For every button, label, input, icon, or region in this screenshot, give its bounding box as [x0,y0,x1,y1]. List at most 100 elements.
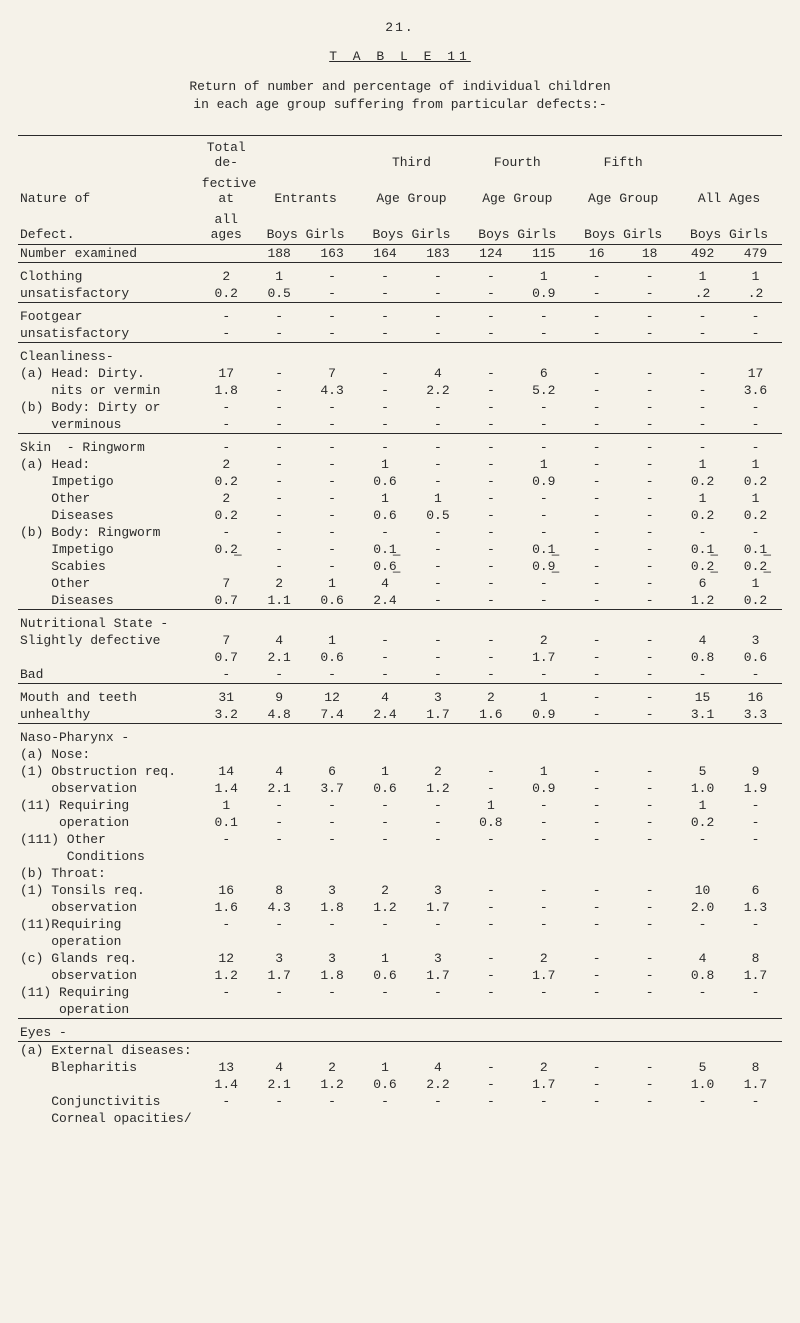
row-label: (c) Glands req. [18,950,200,967]
table-row: (11) Requiring1----1---1- [18,797,782,814]
cell: - [411,575,464,592]
cell: - [676,399,729,416]
cell: 3 [306,882,359,899]
cell: - [676,303,729,326]
cell: - [464,984,517,1001]
cell: - [570,1076,623,1093]
cell: 0.9 [517,285,570,303]
cell: 2 [200,263,253,286]
cell: - [729,303,782,326]
cell: 2 [517,1059,570,1076]
cell: 0.6 [729,649,782,666]
cell [253,1042,306,1060]
row-label: (1) Obstruction req. [18,763,200,780]
table-row: Footgear----------- [18,303,782,326]
cell: - [200,325,253,343]
cell [200,865,253,882]
cell: - [570,632,623,649]
cell [570,343,623,366]
cell [411,1019,464,1042]
cell: 1 [676,490,729,507]
cell [306,865,359,882]
cell [464,724,517,747]
col-nature: Nature of [18,172,200,208]
cell: 6 [306,763,359,780]
cell: - [306,984,359,1001]
cell [306,610,359,633]
cell: 1.2 [200,967,253,984]
cell: 1.7 [411,706,464,724]
cell: 0.9 [517,473,570,490]
cell: 14 [200,763,253,780]
cell: - [253,303,306,326]
row-label: (111) Other [18,831,200,848]
cell: 1 [200,797,253,814]
cell: 2.1 [253,780,306,797]
cell: - [570,524,623,541]
cell: - [517,575,570,592]
cell [464,848,517,865]
cell: 1.8 [306,967,359,984]
row-label: Corneal opacities/ [18,1110,200,1127]
cell: 3.1 [676,706,729,724]
cell: - [411,285,464,303]
cell: 2.4 [359,706,412,724]
cell: - [570,575,623,592]
cell: - [517,524,570,541]
cell [517,1001,570,1019]
cell: - [359,285,412,303]
cell: - [411,649,464,666]
cell [306,848,359,865]
cell: - [623,382,676,399]
cell: - [200,1093,253,1110]
cell: - [306,399,359,416]
cell: - [623,365,676,382]
cell: 2 [200,490,253,507]
cell [676,848,729,865]
cell: - [200,831,253,848]
cell [729,724,782,747]
table-row: Impetigo0.2--0.6--0.9--0.20.2 [18,473,782,490]
cell [464,933,517,950]
row-label: Conditions [18,848,200,865]
cell: - [517,814,570,831]
cell [253,848,306,865]
table-row: (1) Obstruction req.144612-1--59 [18,763,782,780]
cell: - [464,666,517,684]
cell: - [464,916,517,933]
cell: 0.5 [411,507,464,524]
cell: 164 [359,245,412,263]
cell [729,865,782,882]
cell: - [570,984,623,1001]
cell: 1 [464,797,517,814]
cell: - [464,592,517,610]
cell [464,746,517,763]
cell: 4.3 [306,382,359,399]
cell: - [517,399,570,416]
cell: - [200,524,253,541]
cell: - [570,490,623,507]
cell [517,1110,570,1127]
cell [411,865,464,882]
cell [729,1019,782,1042]
cell: - [517,490,570,507]
cell: - [729,666,782,684]
cell: .2 [676,285,729,303]
cell [359,724,412,747]
cell [359,848,412,865]
table-row: (a) Head: Dirty.17-7-4-6---17 [18,365,782,382]
cell [676,746,729,763]
cell: - [729,399,782,416]
row-label: Diseases [18,592,200,610]
cell: - [359,1093,412,1110]
cell: - [411,325,464,343]
cell [306,1001,359,1019]
cell: 0.7 [200,649,253,666]
cell: 4 [411,1059,464,1076]
table-row: operation [18,933,782,950]
cell: - [623,473,676,490]
cell: - [517,416,570,434]
cell: - [623,797,676,814]
cell: 4 [253,1059,306,1076]
row-label: (a) Nose: [18,746,200,763]
